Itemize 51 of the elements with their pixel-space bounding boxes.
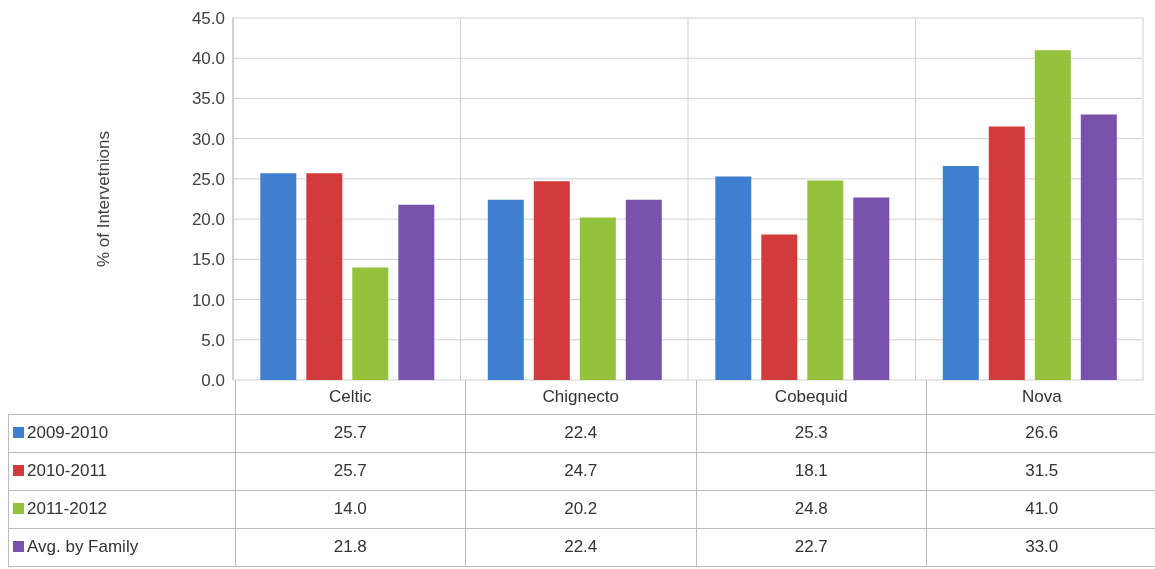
y-tick-label: 5.0: [201, 330, 225, 350]
data-label: 31.5: [926, 452, 1155, 490]
bar: [1034, 50, 1071, 380]
bar: [1080, 114, 1117, 380]
data-label: 22.7: [696, 528, 927, 566]
y-axis-title: % of Intervetnions: [94, 130, 114, 268]
bar: [761, 234, 798, 380]
bar: [260, 173, 297, 380]
data-label: 25.7: [235, 452, 466, 490]
data-label: 25.3: [696, 414, 927, 452]
legend-label: 2011-2012: [8, 490, 235, 528]
bar: [533, 181, 570, 380]
y-tick-label: 15.0: [191, 250, 225, 270]
y-tick-label: 25.0: [191, 169, 225, 189]
data-label: 41.0: [926, 490, 1155, 528]
y-tick-label: 0.0: [201, 371, 225, 391]
data-label: 20.2: [465, 490, 696, 528]
data-label: 18.1: [696, 452, 927, 490]
x-tick-label: Celtic: [235, 380, 466, 414]
bar: [306, 173, 343, 380]
data-label: 22.4: [465, 414, 696, 452]
legend-label: Avg. by Family: [8, 528, 235, 566]
bar: [807, 180, 844, 380]
bar: [715, 176, 752, 380]
y-tick-label: 45.0: [191, 9, 225, 29]
data-label: 21.8: [235, 528, 466, 566]
y-tick-label: 10.0: [191, 290, 225, 310]
y-tick-label: 30.0: [191, 129, 225, 149]
x-tick-label: Nova: [926, 380, 1155, 414]
bar: [579, 217, 616, 380]
data-label: 24.7: [465, 452, 696, 490]
x-tick-label: Chignecto: [465, 380, 696, 414]
legend-label: 2010-2011: [8, 452, 235, 490]
y-tick-label: 35.0: [191, 89, 225, 109]
x-tick-label: Cobequid: [696, 380, 927, 414]
bar: [853, 197, 890, 380]
bar: [352, 267, 389, 380]
y-tick-label: 40.0: [191, 49, 225, 69]
data-label: 22.4: [465, 528, 696, 566]
data-label: 25.7: [235, 414, 466, 452]
bar: [988, 126, 1025, 380]
data-label: 33.0: [926, 528, 1155, 566]
data-label: 14.0: [235, 490, 466, 528]
bar: [625, 199, 662, 380]
bar: [942, 166, 979, 380]
data-label: 26.6: [926, 414, 1155, 452]
data-label: 24.8: [696, 490, 927, 528]
legend-label: 2009-2010: [8, 414, 235, 452]
bar: [487, 199, 524, 380]
y-tick-label: 20.0: [191, 210, 225, 230]
bar: [398, 204, 435, 380]
